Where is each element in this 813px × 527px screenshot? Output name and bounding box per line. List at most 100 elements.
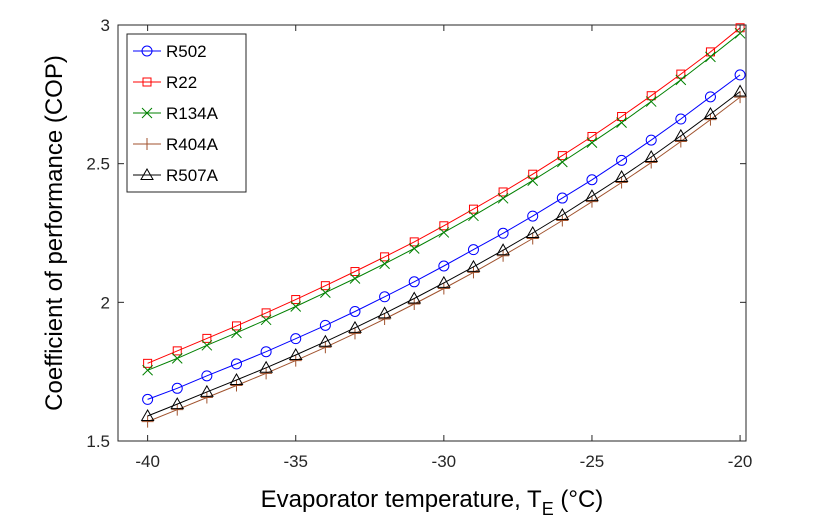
data-point-r507a [288, 348, 303, 361]
legend-marker-r502 [141, 45, 153, 57]
data-point-r507a [673, 128, 688, 141]
legend-label-r502: R502 [166, 42, 207, 61]
data-point-r502 [408, 276, 420, 288]
data-point-r502 [319, 319, 331, 331]
data-point-r404a [645, 156, 658, 169]
series-r502 [142, 69, 746, 405]
data-point-r134a [527, 175, 539, 186]
data-point-r507a [259, 360, 273, 373]
marks-layer [140, 23, 747, 428]
legend-label-r404a: R404A [166, 135, 219, 154]
data-point-r502 [586, 174, 598, 186]
data-point-r404a [348, 327, 361, 340]
data-point-r22 [202, 333, 212, 343]
data-point-r134a [616, 117, 627, 128]
data-point-r134a [320, 287, 331, 298]
data-point-r507a [229, 372, 244, 385]
x-tick-label: -25 [580, 452, 605, 471]
data-point-r22 [409, 237, 419, 247]
data-point-r502 [290, 333, 302, 345]
data-point-r404a [734, 91, 747, 104]
data-point-r404a [467, 266, 480, 279]
y-tick-label: 1.5 [86, 432, 110, 451]
data-point-r134a [379, 258, 390, 270]
data-point-r502 [171, 382, 183, 394]
data-point-r22 [261, 308, 271, 318]
data-point-r502 [675, 113, 687, 125]
data-point-r507a [496, 243, 510, 256]
data-point-r502 [349, 305, 361, 317]
data-point-r134a [438, 227, 450, 238]
data-point-r22 [557, 151, 567, 161]
x-tick-label: -30 [432, 452, 457, 471]
data-point-r404a [378, 312, 391, 325]
data-point-r22 [350, 267, 360, 277]
legend-marker-r404a [141, 138, 153, 150]
data-point-r502 [734, 69, 746, 81]
data-point-r134a [675, 74, 687, 86]
data-point-r507a [170, 397, 185, 410]
data-point-r404a [437, 282, 450, 295]
data-point-r404a [497, 249, 510, 262]
data-point-r134a [290, 301, 302, 312]
data-point-r502 [230, 358, 242, 370]
legend-item-r502: R502 [133, 42, 207, 61]
data-point-r404a [408, 297, 421, 310]
data-point-r404a [615, 176, 628, 189]
data-point-r507a [377, 306, 392, 319]
data-point-r502 [556, 192, 568, 204]
data-point-r404a [674, 135, 687, 148]
x-tick-label: -35 [283, 452, 308, 471]
data-point-r22 [735, 23, 745, 33]
data-point-r502 [438, 260, 450, 272]
series-line-r22 [147, 27, 741, 364]
data-point-r134a [645, 96, 657, 107]
data-point-r134a [349, 273, 361, 284]
ticks-layer: -40 -35 -30 -25 -20 1.5 2 2.5 3 [86, 16, 752, 471]
data-point-r502 [527, 210, 539, 222]
data-point-r507a [407, 291, 422, 304]
data-point-r404a [319, 341, 332, 354]
series-r404a [141, 91, 747, 428]
data-point-r22 [380, 252, 390, 262]
data-point-r502 [497, 227, 509, 239]
data-point-r502 [616, 154, 628, 166]
series-line-r507a [147, 91, 741, 417]
data-point-r404a [141, 415, 154, 428]
data-point-r22 [231, 321, 241, 331]
data-point-r22 [705, 47, 715, 57]
data-point-r22 [646, 91, 656, 101]
legend-label-r507a: R507A [166, 166, 219, 185]
data-point-r134a [468, 210, 479, 222]
data-point-r134a [260, 314, 272, 326]
data-point-r404a [289, 354, 302, 367]
legend-item-r507a: R507A [133, 166, 219, 185]
data-point-r22 [320, 281, 330, 291]
data-point-r134a [586, 137, 598, 148]
data-point-r502 [645, 134, 657, 146]
data-point-r507a [555, 207, 570, 220]
data-point-r134a [142, 364, 153, 376]
data-point-r507a [703, 107, 718, 120]
data-point-r134a [497, 192, 509, 204]
data-point-r404a [526, 232, 539, 245]
data-point-r22 [498, 187, 508, 197]
data-point-r502 [704, 91, 716, 103]
data-point-r507a [644, 150, 659, 163]
legend-item-r22: R22 [133, 73, 197, 92]
series-r22 [143, 23, 745, 368]
data-point-r404a [260, 367, 273, 380]
data-point-r507a [466, 259, 481, 272]
y-tick-label: 2 [101, 293, 110, 312]
legend-label-r22: R22 [166, 73, 197, 92]
x-tick-label: -40 [135, 452, 160, 471]
data-point-r507a [318, 334, 333, 347]
data-point-r507a [585, 189, 599, 202]
legend-marker-r134a [141, 107, 153, 119]
data-point-r507a [348, 320, 362, 333]
data-point-r134a [231, 327, 242, 339]
data-point-r22 [587, 131, 597, 141]
data-point-r22 [528, 169, 538, 179]
data-point-r134a [201, 339, 213, 351]
